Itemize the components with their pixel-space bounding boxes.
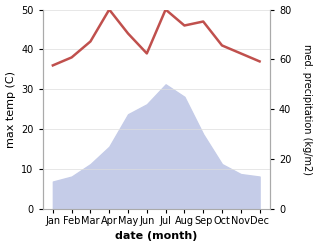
X-axis label: date (month): date (month) (115, 231, 197, 242)
Y-axis label: med. precipitation (kg/m2): med. precipitation (kg/m2) (302, 44, 313, 175)
Y-axis label: max temp (C): max temp (C) (5, 71, 16, 148)
